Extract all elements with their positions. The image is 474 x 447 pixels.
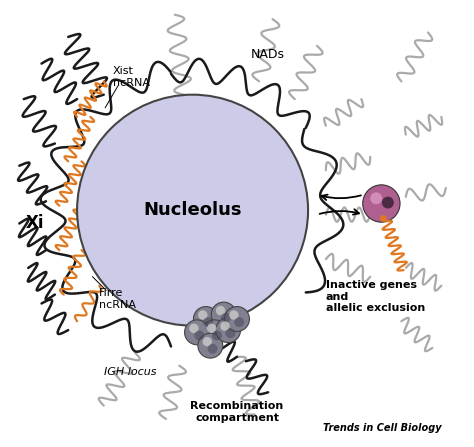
Circle shape (363, 185, 400, 222)
Circle shape (212, 330, 222, 341)
Circle shape (202, 320, 227, 345)
Circle shape (234, 317, 244, 327)
Circle shape (229, 310, 238, 320)
Circle shape (207, 324, 217, 333)
Circle shape (225, 307, 249, 331)
Circle shape (220, 321, 230, 331)
Text: IGH locus: IGH locus (104, 367, 156, 377)
Text: Xi: Xi (26, 215, 45, 232)
Circle shape (194, 330, 204, 341)
Circle shape (208, 344, 218, 354)
Circle shape (202, 337, 212, 346)
Text: Inactive genes
and
allelic exclusion: Inactive genes and allelic exclusion (326, 280, 425, 313)
Circle shape (225, 328, 235, 338)
Text: NADs: NADs (250, 48, 284, 61)
Circle shape (77, 95, 308, 326)
Circle shape (203, 317, 213, 327)
Circle shape (211, 302, 236, 327)
Circle shape (198, 333, 223, 358)
Circle shape (370, 192, 382, 204)
Text: Xist
ncRNA: Xist ncRNA (113, 66, 150, 88)
Circle shape (216, 306, 225, 315)
Circle shape (221, 313, 231, 323)
Circle shape (193, 307, 219, 331)
Circle shape (189, 324, 199, 333)
Circle shape (216, 318, 240, 342)
Text: Trends in Cell Biology: Trends in Cell Biology (323, 423, 441, 433)
Circle shape (380, 215, 387, 222)
Text: Firre
ncRNA: Firre ncRNA (99, 288, 137, 310)
Text: Recombination
compartment: Recombination compartment (191, 401, 283, 423)
Circle shape (382, 197, 394, 209)
Circle shape (184, 320, 210, 345)
Circle shape (198, 310, 208, 320)
Text: Nucleolus: Nucleolus (143, 201, 242, 219)
